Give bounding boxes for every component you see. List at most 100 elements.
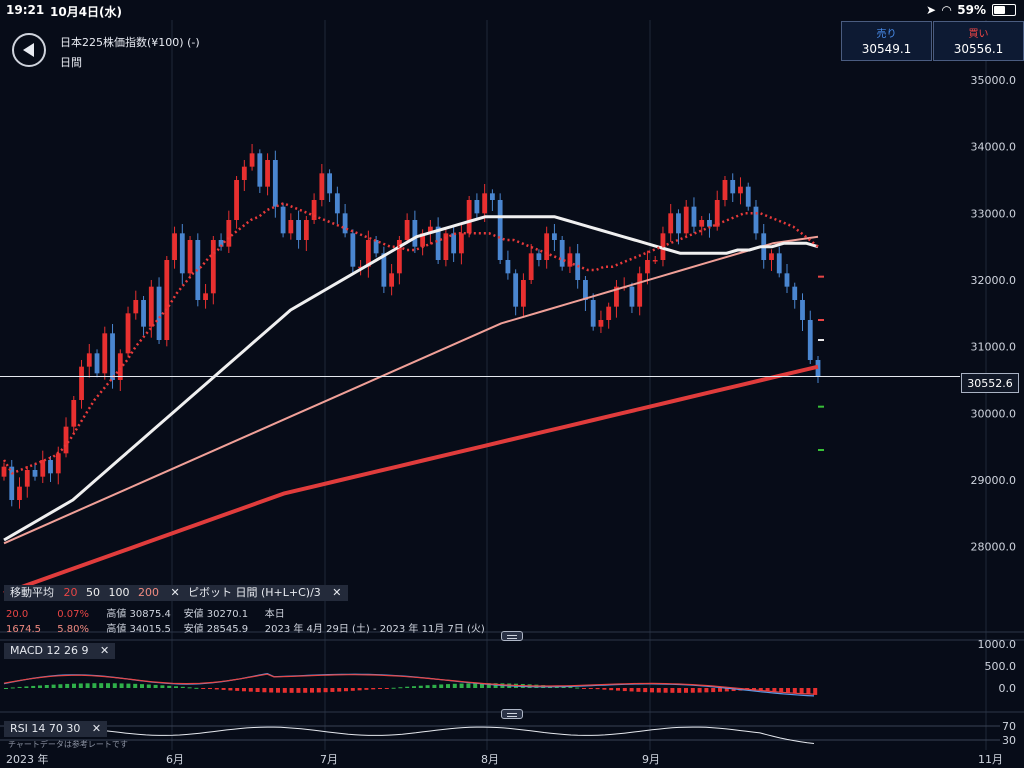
candle-body xyxy=(776,253,782,274)
rsi-remove-icon[interactable]: ✕ xyxy=(91,722,102,735)
macd-histogram-bar xyxy=(316,688,321,693)
macd-histogram-bar xyxy=(160,685,165,688)
macd-histogram-bar xyxy=(146,684,151,688)
macd-histogram-bar xyxy=(636,688,641,692)
macd-axis-label: 500.0 xyxy=(985,660,1017,673)
status-time: 19:21 xyxy=(6,3,45,17)
macd-histogram-bar xyxy=(384,688,389,689)
back-button[interactable] xyxy=(12,33,46,67)
macd-histogram-bar xyxy=(663,688,668,693)
candle-body xyxy=(443,233,449,260)
macd-legend-chip[interactable]: MACD 12 26 9 ✕ xyxy=(4,643,116,659)
row1-high: 高値 30875.4 xyxy=(106,609,171,620)
candle-body xyxy=(63,426,69,454)
candle-body xyxy=(172,233,177,260)
ma-title: 移動平均 xyxy=(10,586,54,599)
candle-body xyxy=(536,253,542,260)
macd-histogram-bar xyxy=(622,688,627,692)
macd-histogram-bar xyxy=(330,688,335,692)
pivot-remove-icon[interactable]: ✕ xyxy=(332,586,342,599)
macd-histogram-bar xyxy=(792,688,797,694)
rsi-legend-chip[interactable]: RSI 14 70 30 ✕ xyxy=(4,721,108,737)
candle-body xyxy=(691,206,697,227)
candle-body xyxy=(389,273,395,287)
macd-histogram-bar xyxy=(378,688,382,689)
macd-histogram-bar xyxy=(813,688,818,695)
candle-body xyxy=(544,233,550,260)
candle-body xyxy=(319,173,325,200)
macd-histogram-bar xyxy=(201,688,206,689)
macd-histogram-bar xyxy=(228,688,233,691)
candle-body xyxy=(784,273,790,287)
macd-histogram-bar xyxy=(51,684,56,688)
x-axis-label: 8月 xyxy=(481,753,499,766)
buy-button[interactable]: 買い 30556.1 xyxy=(933,21,1024,61)
candle-body xyxy=(164,260,170,340)
macd-histogram-bar xyxy=(412,686,416,688)
macd-histogram-bar xyxy=(180,686,185,688)
candle-body xyxy=(629,286,635,307)
macd-histogram-bar xyxy=(466,683,471,688)
ma-remove-icon[interactable]: ✕ xyxy=(170,586,180,599)
pane-resize-handle-rsi[interactable] xyxy=(501,709,523,719)
candle-body xyxy=(226,220,232,247)
candle-body xyxy=(590,300,596,327)
macd-axis-label: 0.0 xyxy=(999,682,1017,695)
macd-histogram-bar xyxy=(214,688,219,690)
candle-body xyxy=(303,220,309,240)
candle-body xyxy=(489,193,495,200)
timeframe-label[interactable]: 日間 xyxy=(60,56,82,69)
candle-body xyxy=(1,466,7,477)
macd-histogram-bar xyxy=(595,688,600,690)
rsi-axis-label: 70 xyxy=(1002,720,1016,733)
sell-button[interactable]: 売り 30549.1 xyxy=(841,21,932,61)
macd-histogram-bar xyxy=(704,688,709,693)
macd-histogram-bar xyxy=(58,684,63,688)
macd-remove-icon[interactable]: ✕ xyxy=(99,644,110,657)
ma-period-200: 200 xyxy=(138,586,159,599)
macd-histogram-bar xyxy=(276,688,280,693)
candle-body xyxy=(645,260,650,274)
macd-histogram-bar xyxy=(772,688,777,692)
macd-histogram-bar xyxy=(459,683,464,688)
macd-histogram-bar xyxy=(323,688,328,693)
macd-histogram-bar xyxy=(684,688,688,693)
candle-body xyxy=(427,226,433,234)
candle-body xyxy=(807,320,813,360)
macd-histogram-bar xyxy=(208,688,212,689)
candle-body xyxy=(187,240,193,274)
macd-histogram-bar xyxy=(44,685,49,688)
y-tick-label: 29000.0 xyxy=(971,474,1017,487)
ma200-line xyxy=(3,364,819,596)
candle-body xyxy=(583,280,588,300)
candle-body xyxy=(497,200,503,260)
candle-body xyxy=(482,193,488,214)
pivot-legend-chip[interactable]: ピボット 日間 (H+L+C)/3 ✕ xyxy=(182,585,348,601)
candle-body xyxy=(396,240,402,274)
candle-body xyxy=(358,266,364,269)
macd-histogram-bar xyxy=(690,688,695,693)
macd-histogram-bar xyxy=(799,688,804,694)
candle-body xyxy=(435,226,441,260)
row2-high: 高値 34015.5 xyxy=(106,624,171,635)
macd-histogram-bar xyxy=(582,688,586,689)
candle-body xyxy=(606,306,612,320)
candle-body xyxy=(141,300,146,327)
macd-histogram-bar xyxy=(588,688,593,689)
y-tick-label: 32000.0 xyxy=(971,274,1017,287)
macd-histogram-bar xyxy=(371,688,376,690)
battery-percent: 59% xyxy=(957,3,986,17)
pane-resize-handle-macd[interactable] xyxy=(501,631,523,641)
ma-legend-chip[interactable]: 移動平均 20 50 100 200 ✕ xyxy=(4,585,186,601)
macd-histogram-bar xyxy=(24,686,29,688)
row1-a: 20.0 xyxy=(6,609,29,620)
macd-histogram-bar xyxy=(310,688,314,693)
macd-histogram-bar xyxy=(153,684,158,688)
x-axis-label: 7月 xyxy=(320,753,338,766)
macd-histogram-bar xyxy=(650,688,654,693)
candle-body xyxy=(792,286,798,300)
macd-histogram-bar xyxy=(72,683,76,688)
y-tick-label: 30000.0 xyxy=(971,407,1017,420)
candle-body xyxy=(148,286,154,327)
